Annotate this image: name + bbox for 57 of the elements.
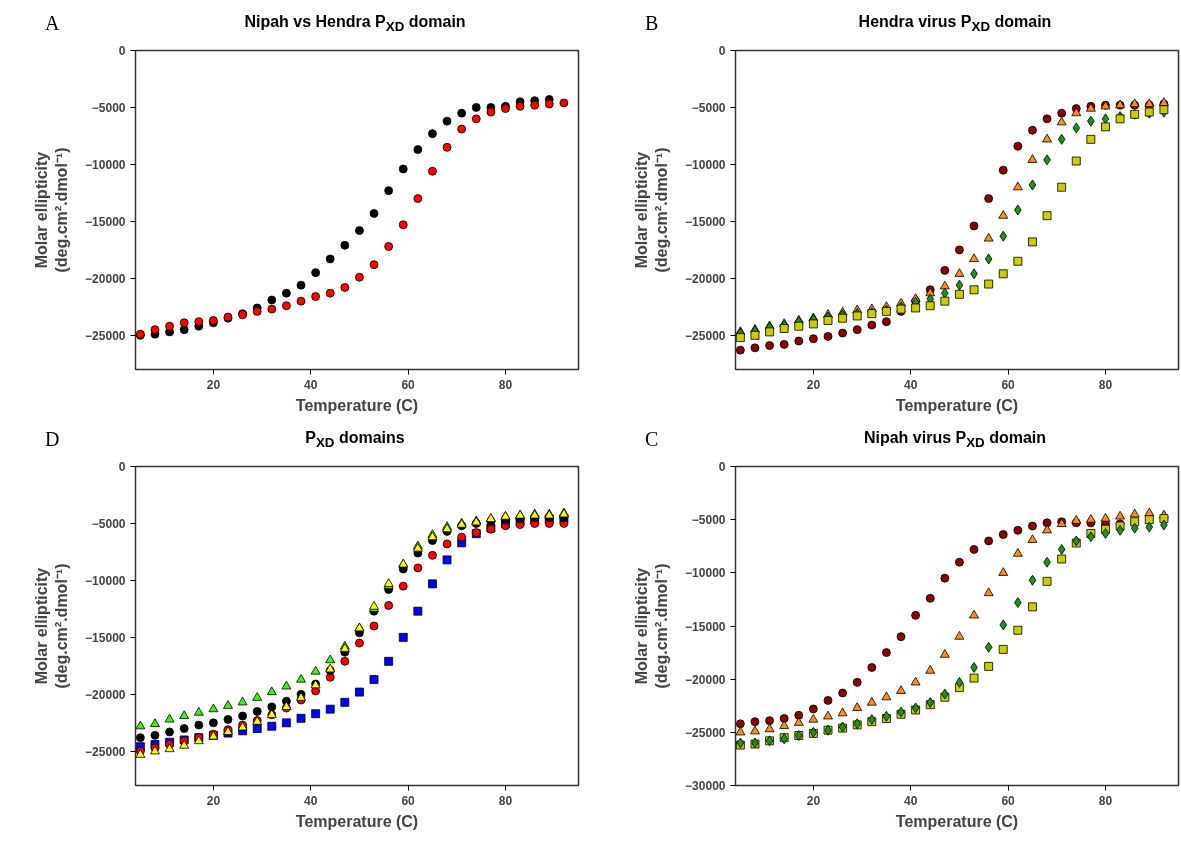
x-tick-label: 20 (806, 377, 821, 392)
y-axis-title: Molar ellipticity (deg.cm².dmol⁻¹) (32, 147, 71, 273)
text: C (645, 427, 659, 452)
y-tick-label: −5000 (91, 100, 126, 115)
x-tick-label: 80 (498, 377, 513, 392)
x-tick-label: 80 (1098, 377, 1113, 392)
x-tick-label: 60 (401, 377, 416, 392)
y-tick-label: −10000 (85, 573, 126, 588)
x-tick-label: 80 (1098, 793, 1113, 808)
y-tick-label: −25000 (685, 725, 726, 740)
x-tick-label: 20 (206, 377, 221, 392)
x-tick-label: 60 (1001, 377, 1016, 392)
x-axis-title: Temperature (C) (895, 812, 1019, 830)
y-axis-title: Molar ellipticity (deg.cm².dmol⁻¹) (32, 563, 71, 689)
y-tick-label: −10000 (685, 157, 726, 172)
x-tick-label: 80 (498, 793, 513, 808)
y-tick-label: −20000 (85, 687, 126, 702)
y-tick-label: −25000 (685, 328, 726, 343)
x-tick-label: 40 (304, 793, 318, 808)
x-axis-title: Temperature (C) (295, 812, 419, 830)
text: D (45, 427, 60, 452)
x-axis-title: Temperature (C) (895, 396, 1019, 414)
y-tick-label: −15000 (85, 214, 126, 229)
y-tick-label: −5000 (691, 100, 726, 115)
y-tick-label: 0 (718, 460, 726, 474)
y-tick-label: −5000 (691, 513, 726, 528)
x-tick-label: 40 (904, 793, 918, 808)
y-tick-label: −5000 (91, 516, 126, 531)
y-axis-title: Molar ellipticity (deg.cm².dmol⁻¹) (632, 147, 671, 273)
x-tick-label: 40 (904, 377, 918, 392)
y-tick-label: −20000 (685, 271, 726, 286)
chart-title: Nipah vs Hendra P$_{XD}$ domain (243, 12, 467, 37)
y-tick-label: −20000 (685, 672, 726, 687)
y-tick-label: −10000 (685, 566, 726, 581)
x-tick-label: 20 (806, 793, 821, 808)
y-tick-label: −15000 (685, 214, 726, 229)
x-tick-label: 60 (1001, 793, 1016, 808)
y-tick-label: −25000 (85, 744, 126, 759)
y-tick-label: 0 (118, 460, 126, 474)
chart-title: P$_{XD}$ domains (304, 428, 406, 453)
text: B (645, 11, 659, 36)
chart-title: Hendra virus P$_{XD}$ domain (857, 12, 1053, 37)
x-axis-title: Temperature (C) (295, 396, 419, 414)
y-tick-label: 0 (118, 44, 126, 58)
y-tick-label: −30000 (685, 779, 726, 793)
y-axis-title: Molar ellipticity (deg.cm².dmol⁻¹) (632, 563, 671, 689)
y-tick-label: −20000 (85, 271, 126, 286)
x-tick-label: 60 (401, 793, 416, 808)
y-tick-label: −15000 (85, 630, 126, 645)
y-tick-label: −10000 (85, 157, 126, 172)
y-tick-label: −25000 (85, 328, 126, 343)
x-tick-label: 20 (206, 793, 221, 808)
text: A (45, 11, 60, 36)
y-tick-label: 0 (718, 44, 726, 58)
y-tick-label: −15000 (685, 619, 726, 634)
chart-title: Nipah virus P$_{XD}$ domain (862, 428, 1048, 453)
x-tick-label: 40 (304, 377, 318, 392)
